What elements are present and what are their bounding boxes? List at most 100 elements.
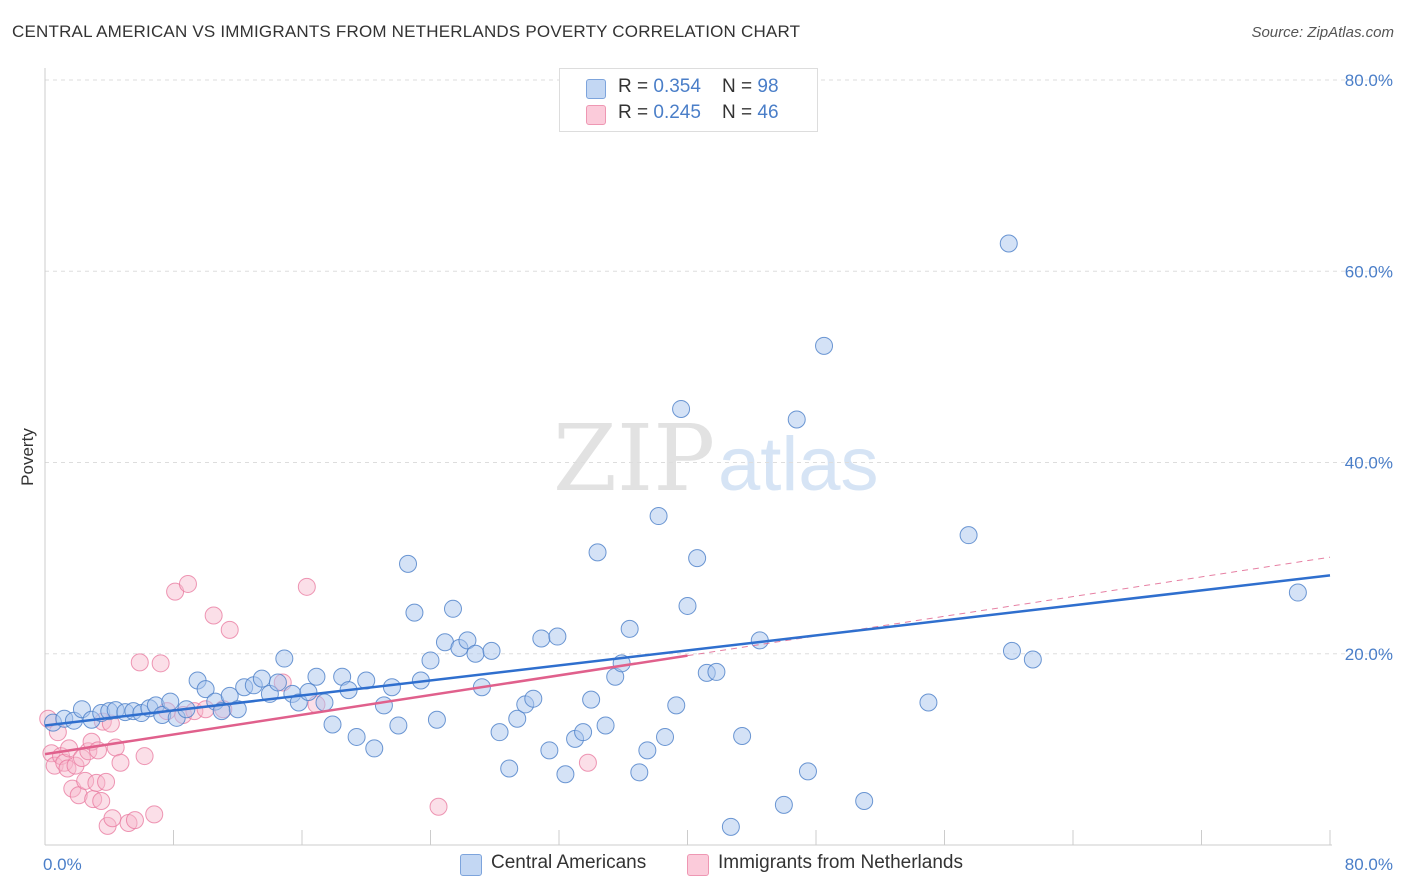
watermark-atlas: atlas <box>718 422 879 507</box>
data-point-central-americans <box>1288 583 1307 602</box>
data-point-central-americans <box>508 709 527 728</box>
data-point-netherlands <box>130 653 149 672</box>
data-point-central-americans <box>323 715 342 734</box>
data-point-netherlands <box>76 771 95 790</box>
data-point-central-americans <box>733 726 752 745</box>
data-point-central-americans <box>490 723 509 742</box>
data-point-central-americans <box>959 526 978 545</box>
data-point-central-americans <box>574 723 593 742</box>
data-point-central-americans <box>638 741 657 760</box>
data-point-central-americans <box>688 549 707 568</box>
data-point-central-americans <box>532 629 551 648</box>
data-point-central-americans <box>798 762 817 781</box>
data-point-central-americans <box>855 792 874 811</box>
data-point-central-americans <box>500 759 519 778</box>
legend-text-central-americans: R = 0.354 N = 98 <box>618 76 779 98</box>
data-point-central-americans <box>721 817 740 836</box>
legend-n-value: 46 <box>757 102 779 123</box>
data-point-central-americans <box>268 673 287 692</box>
legend-r-value: 0.245 <box>653 102 701 123</box>
data-point-central-americans <box>582 690 601 709</box>
data-point-central-americans <box>196 680 215 699</box>
data-point-netherlands <box>578 753 597 772</box>
data-point-central-americans <box>524 689 543 708</box>
series-central-americans-points <box>44 234 1307 836</box>
y-tick-label: 60.0% <box>1345 262 1393 281</box>
data-point-central-americans <box>774 795 793 814</box>
data-point-central-americans <box>667 696 686 715</box>
data-point-netherlands <box>97 772 116 791</box>
data-point-central-americans <box>458 631 477 650</box>
data-point-central-americans <box>999 234 1018 253</box>
data-point-central-americans <box>252 669 271 688</box>
data-point-central-americans <box>347 727 366 746</box>
data-point-netherlands <box>220 620 239 639</box>
legend-text-immigrants-netherlands: R = 0.245 N = 46 <box>618 102 779 124</box>
bottom-legend-label: Immigrants from Netherlands <box>718 852 963 873</box>
bottom-legend-label: Central Americans <box>491 852 647 873</box>
data-point-central-americans <box>228 700 247 719</box>
axes <box>44 68 1332 846</box>
data-point-netherlands <box>55 753 74 772</box>
data-point-central-americans <box>443 599 462 618</box>
data-point-central-americans <box>427 710 446 729</box>
x-tick-label: 80.0% <box>1345 855 1393 874</box>
trend-line-central-americans <box>44 574 1331 727</box>
data-point-central-americans <box>382 678 401 697</box>
data-point-central-americans <box>919 693 938 712</box>
data-point-central-americans <box>275 649 294 668</box>
data-point-central-americans <box>656 727 675 746</box>
legend-r-label: R = <box>618 76 654 97</box>
gridlines <box>45 79 1392 655</box>
legend-n-value: 98 <box>757 76 779 97</box>
data-point-central-americans <box>815 336 834 355</box>
data-point-central-americans <box>399 554 418 573</box>
legend-swatch-blue <box>586 79 606 99</box>
data-point-central-americans <box>540 741 559 760</box>
data-point-central-americans <box>466 644 485 663</box>
y-tick-labels: 20.0% 40.0% 60.0% 80.0% <box>1345 71 1393 664</box>
source-credit: Source: ZipAtlas.com <box>1251 24 1394 41</box>
bottom-legend-swatch-blue <box>460 854 482 876</box>
data-point-netherlands <box>92 792 111 811</box>
legend-swatch-pink <box>586 105 606 125</box>
data-point-central-americans <box>787 410 806 429</box>
data-point-central-americans <box>672 399 691 418</box>
data-point-central-americans <box>374 696 393 715</box>
legend-r-label: R = <box>618 102 654 123</box>
data-point-netherlands <box>111 753 130 772</box>
y-tick-label: 80.0% <box>1345 71 1393 90</box>
data-point-netherlands <box>204 606 223 625</box>
y-tick-label: 40.0% <box>1345 454 1393 473</box>
data-point-central-americans <box>421 651 440 670</box>
data-point-netherlands <box>297 577 316 596</box>
data-point-central-americans <box>161 692 180 711</box>
data-point-central-americans <box>678 596 697 615</box>
data-point-netherlands <box>429 797 448 816</box>
y-tick-label: 20.0% <box>1345 645 1393 664</box>
data-point-central-americans <box>1023 650 1042 669</box>
trend-line-netherlands <box>44 654 688 756</box>
data-point-netherlands <box>178 574 197 593</box>
data-point-central-americans <box>620 619 639 638</box>
data-point-central-americans <box>630 763 649 782</box>
data-point-central-americans <box>1002 641 1021 660</box>
data-point-netherlands <box>87 773 106 792</box>
data-point-central-americans <box>596 716 615 735</box>
data-point-netherlands <box>135 747 154 766</box>
data-point-central-americans <box>307 667 326 686</box>
data-point-central-americans <box>315 693 334 712</box>
data-point-netherlands <box>125 811 144 830</box>
data-point-central-americans <box>389 716 408 735</box>
bottom-legend-swatch-pink <box>687 854 709 876</box>
data-point-netherlands <box>151 654 170 673</box>
data-point-central-americans <box>556 765 575 784</box>
data-point-central-americans <box>365 739 384 758</box>
legend-n-label: N = <box>722 102 758 123</box>
data-point-netherlands <box>145 805 164 824</box>
data-point-netherlands <box>103 809 122 828</box>
legend-r-value: 0.354 <box>653 76 701 97</box>
watermark-zip: ZIP <box>553 405 715 512</box>
trend-lines <box>44 556 1331 756</box>
